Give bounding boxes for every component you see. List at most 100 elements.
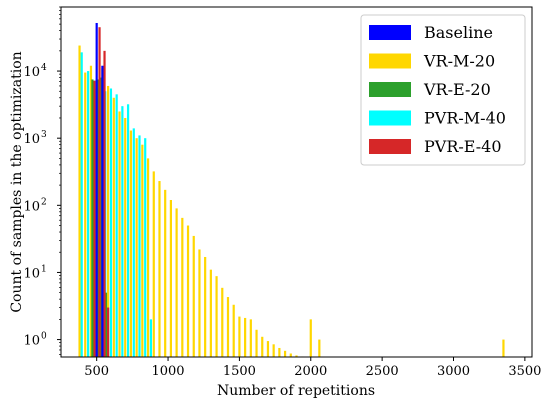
y-tick-label: 104 [23, 63, 47, 80]
bar [232, 304, 235, 357]
legend-item: PVR-E-40 [369, 137, 502, 156]
bar [278, 347, 281, 357]
bar [204, 256, 207, 357]
legend: Baseline VR-M-20 VR-E-20 PVR-M-40 PVR-E-40 [360, 14, 526, 166]
x-tick-label: 1500 [223, 364, 256, 379]
legend-swatch [369, 110, 411, 126]
legend-label: PVR-M-40 [424, 109, 506, 128]
y-tick-label: 101 [23, 264, 46, 281]
bar [109, 88, 113, 358]
bar [175, 208, 178, 357]
bar [152, 171, 155, 357]
y-tick-exponent: 1 [41, 264, 47, 274]
bar [192, 235, 195, 357]
bar [255, 329, 258, 357]
bar [80, 52, 83, 358]
bar [99, 77, 103, 357]
legend-swatch [369, 82, 411, 97]
legend-item: Baseline [369, 23, 493, 42]
bar [283, 350, 287, 357]
bar [78, 45, 81, 357]
series-baseline [95, 22, 104, 358]
bar [87, 71, 90, 357]
bar [249, 319, 252, 357]
bar [209, 269, 212, 357]
bar [502, 339, 505, 357]
bar [132, 128, 135, 357]
bar [181, 217, 184, 357]
bar [115, 94, 118, 357]
bar [93, 80, 96, 357]
y-tick-exponent: 2 [41, 197, 47, 207]
bar [95, 22, 98, 358]
legend-swatch [369, 53, 411, 69]
x-axis-label: Number of repetitions [217, 383, 375, 398]
series-vr-e-20 [91, 77, 108, 357]
bar [129, 130, 133, 357]
bar [98, 27, 101, 358]
x-tick-label: 2500 [366, 364, 399, 379]
y-tick-label: 100 [23, 332, 47, 349]
bar [215, 276, 218, 357]
bar [186, 225, 190, 357]
bar [309, 319, 312, 357]
bar [198, 249, 201, 357]
y-axis-ticks: 100 101 102 103 104 [23, 6, 61, 355]
plot-frame [60, 6, 533, 358]
bar [101, 65, 104, 358]
bar [226, 297, 230, 357]
bar [107, 85, 110, 357]
bar [138, 135, 141, 357]
bar [141, 144, 144, 357]
bar [112, 97, 115, 358]
x-tick-label: 1000 [151, 364, 184, 379]
bars-layer [78, 22, 505, 358]
bar [289, 353, 292, 357]
y-tick-label: 103 [23, 130, 47, 147]
legend-item: VR-M-20 [369, 52, 495, 71]
series-pvr-e-40 [93, 27, 110, 358]
bar [238, 316, 241, 357]
bar [97, 79, 100, 357]
bar [272, 344, 275, 357]
legend-swatch [369, 25, 411, 40]
y-tick-exponent: 4 [41, 63, 47, 73]
legend-label: VR-E-20 [423, 80, 491, 99]
bar [169, 200, 172, 357]
x-tick-label: 500 [84, 364, 109, 379]
bar [103, 50, 106, 357]
legend-label: VR-M-20 [423, 52, 495, 71]
legend-item: VR-E-20 [369, 80, 491, 99]
bar [158, 181, 161, 357]
bar [149, 319, 153, 357]
legend-label: PVR-E-40 [424, 137, 502, 156]
bar [91, 79, 94, 357]
y-tick-exponent: 3 [41, 130, 47, 140]
y-tick-label: 102 [23, 197, 46, 214]
legend-label: Baseline [424, 23, 493, 42]
x-tick-label: 3000 [437, 364, 470, 379]
y-axis-label: Count of samples in the optimization [9, 51, 25, 312]
bar [146, 158, 150, 357]
bar [124, 117, 127, 357]
x-tick-label: 3500 [508, 364, 541, 379]
bar [118, 111, 121, 357]
bar [261, 336, 264, 357]
legend-item: PVR-M-40 [369, 109, 506, 128]
bar [126, 104, 130, 357]
bar [84, 72, 87, 358]
bar [318, 339, 321, 357]
x-tick-label: 2000 [294, 364, 327, 379]
bar [244, 317, 247, 357]
legend-box [360, 14, 526, 166]
bar [144, 138, 147, 357]
legend-swatch [369, 139, 411, 154]
bar [135, 138, 138, 357]
bar [89, 65, 93, 358]
bar [266, 341, 270, 357]
bar [295, 355, 298, 357]
bar [121, 106, 124, 357]
bar [164, 189, 167, 357]
bar [107, 307, 110, 357]
